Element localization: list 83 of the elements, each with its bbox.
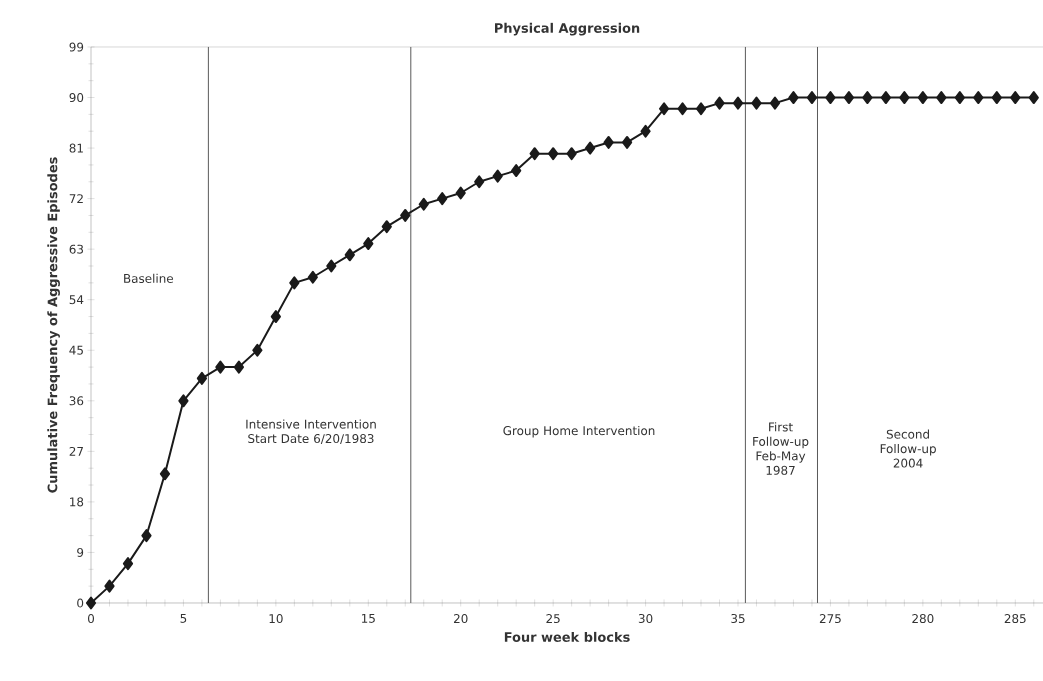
annotation: Intensive Intervention Start Date 6/20/1983 (246, 419, 376, 445)
point (326, 259, 337, 273)
x-axis-title: Four week blocks (504, 631, 630, 642)
point (788, 91, 799, 105)
y-tick-label: 72 (69, 194, 83, 204)
point (548, 147, 559, 161)
y-tick-label: 99 (69, 42, 84, 52)
point (1028, 91, 1039, 105)
point (400, 208, 411, 222)
point (973, 91, 984, 105)
x-tick-label: 30 (638, 614, 653, 624)
y-tick-label: 9 (77, 547, 84, 557)
point (511, 164, 522, 178)
x-tick-label: 15 (362, 614, 375, 623)
point (843, 91, 855, 105)
point (141, 529, 152, 543)
y-tick-label: 54 (69, 295, 84, 305)
point (862, 91, 873, 105)
annotation: Group Home Intervention (503, 425, 655, 438)
point (474, 175, 485, 189)
point (621, 135, 633, 149)
point (289, 276, 300, 290)
y-tick-label: 0 (77, 598, 84, 608)
y-axis-title: Cumulative Frequency of Aggressive Episodes (47, 157, 60, 493)
point (584, 141, 596, 155)
point (215, 360, 226, 374)
point (1010, 91, 1021, 105)
point (344, 248, 355, 262)
y-tick-label: 45 (69, 345, 83, 355)
point (418, 197, 429, 211)
y-tick-label: 27 (69, 446, 83, 456)
annotation: First Follow-up Feb-May 1987 (753, 422, 809, 475)
x-tick-label: 280 (912, 614, 934, 624)
point (658, 102, 670, 116)
point (85, 596, 97, 610)
x-tick-label: 275 (819, 614, 841, 624)
point (825, 91, 836, 105)
point (122, 557, 134, 571)
point (769, 96, 781, 110)
point (603, 135, 614, 149)
x-tick-label: 285 (1004, 614, 1026, 624)
point (566, 147, 577, 161)
point (640, 124, 651, 138)
point (492, 169, 503, 183)
point (899, 91, 910, 105)
point (695, 102, 707, 116)
chart-title: Physical Aggression (495, 22, 640, 36)
point (954, 91, 965, 105)
annotation: Second Follow-up 2004 (880, 429, 936, 468)
y-tick-label: 18 (70, 497, 84, 507)
y-tick-label: 63 (69, 244, 84, 254)
point (991, 91, 1002, 105)
point (714, 96, 725, 110)
point (732, 96, 744, 110)
point (270, 310, 281, 324)
x-tick-label: 0 (87, 614, 95, 624)
y-tick-label: 81 (69, 143, 83, 153)
x-tick-label: 10 (269, 614, 283, 624)
point (307, 270, 318, 284)
point (880, 91, 892, 105)
point (437, 192, 448, 206)
point (455, 186, 466, 200)
point (178, 394, 189, 408)
point (252, 343, 263, 357)
point (917, 91, 928, 105)
y-tick-label: 36 (69, 396, 84, 406)
x-tick-label: 25 (546, 614, 560, 624)
x-tick-label: 35 (731, 614, 745, 624)
point (233, 360, 245, 374)
point (159, 467, 171, 481)
point (381, 220, 392, 234)
point (196, 371, 208, 385)
point (751, 96, 762, 110)
point (806, 91, 818, 105)
annotation: Baseline (124, 273, 174, 283)
point (363, 237, 374, 251)
x-tick-label: 5 (180, 614, 187, 623)
point (936, 91, 947, 105)
point (529, 147, 540, 161)
y-tick-label: 90 (69, 93, 84, 103)
point (677, 102, 688, 116)
x-tick-label: 20 (453, 614, 468, 624)
point (104, 579, 115, 593)
